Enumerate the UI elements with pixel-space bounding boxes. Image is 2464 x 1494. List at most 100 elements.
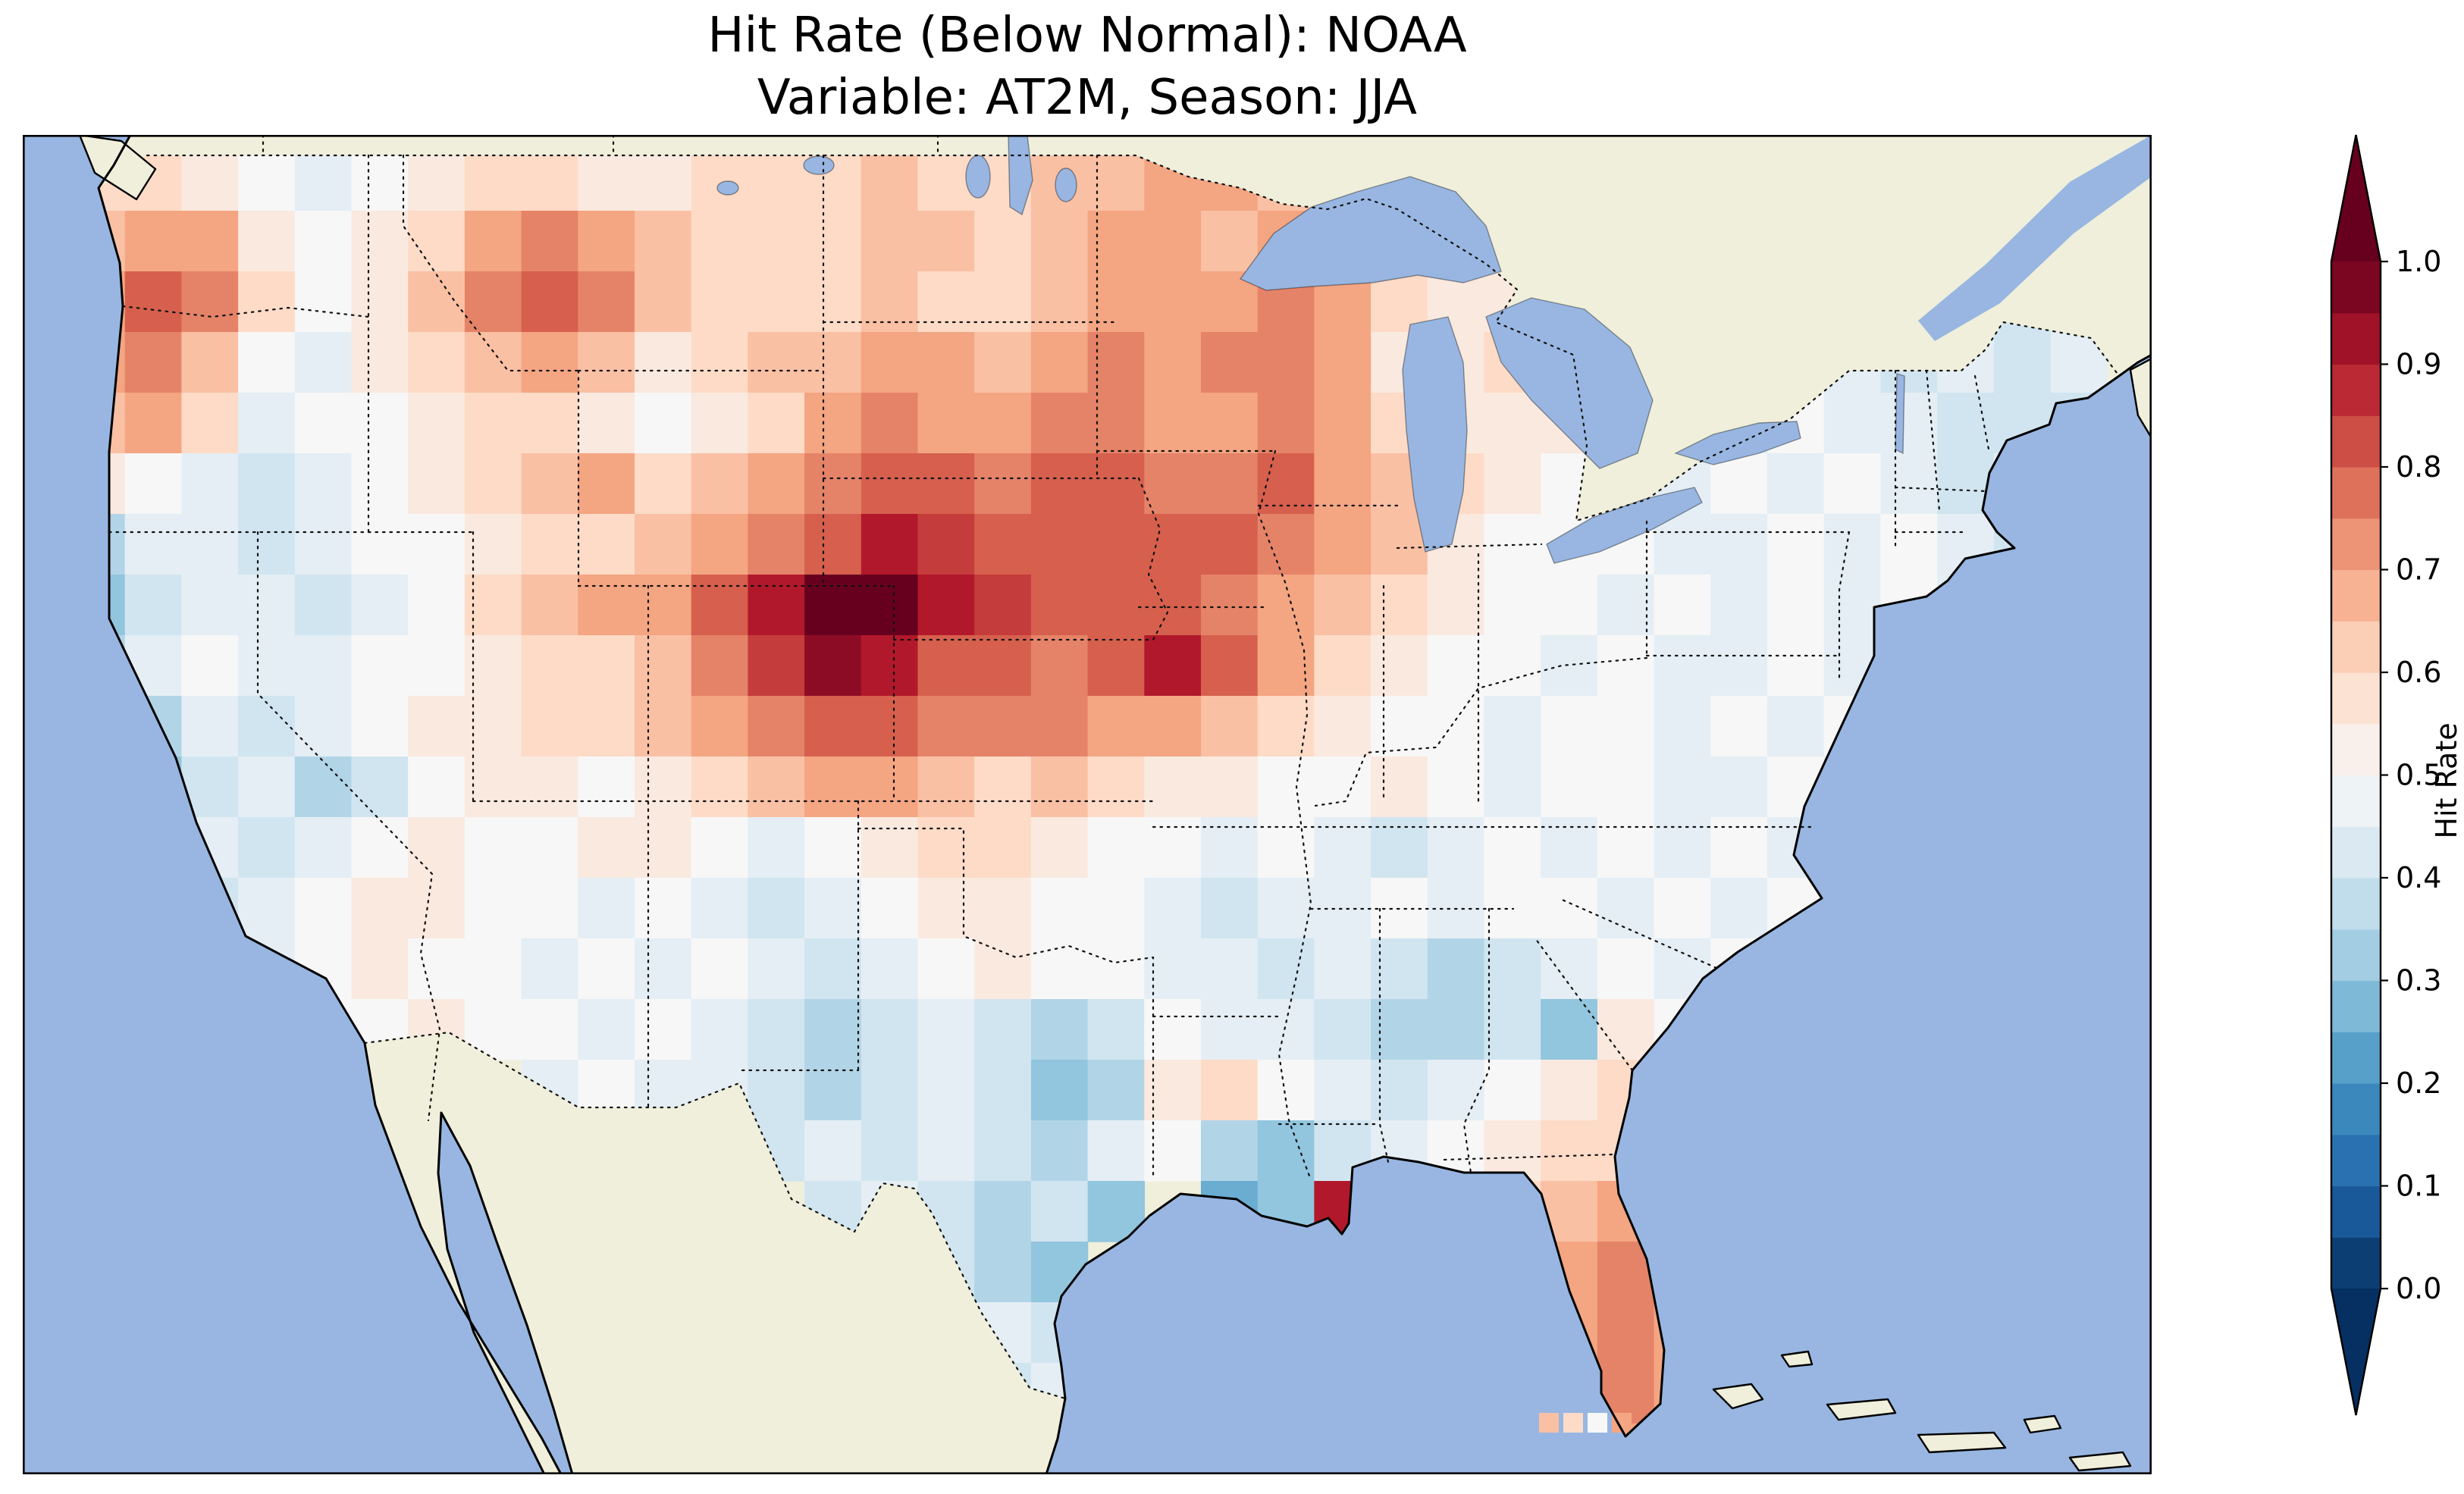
- heatmap-cell: [1087, 1060, 1145, 1121]
- heatmap-cell: [1257, 453, 1315, 515]
- heatmap-cell: [578, 393, 635, 454]
- heatmap-cell: [974, 453, 1032, 515]
- heatmap-cell: [1597, 575, 1655, 636]
- colorbar-tick-label: 1.0: [2396, 245, 2441, 278]
- heatmap-cell: [974, 575, 1032, 636]
- heatmap-cell: [691, 393, 749, 454]
- heatmap-cell: [1427, 756, 1485, 818]
- heatmap-cell: [1541, 999, 1598, 1060]
- heatmap-cell: [1030, 756, 1089, 818]
- heatmap-cell: [1257, 756, 1315, 818]
- heatmap-cell: [181, 453, 239, 515]
- bahamas-island-icon: [1826, 1398, 1897, 1421]
- heatmap-cell: [917, 453, 975, 515]
- heatmap-cell: [1201, 999, 1259, 1060]
- heatmap-cell: [861, 635, 919, 697]
- heatmap-cell: [748, 393, 805, 454]
- heatmap-cell: [1144, 1060, 1202, 1121]
- heatmap-cell: [691, 155, 749, 211]
- heatmap-cell: [635, 453, 692, 515]
- heatmap-cell: [1087, 332, 1145, 393]
- heatmap-cell: [1144, 575, 1202, 636]
- heatmap-cell: [1144, 393, 1202, 454]
- heatmap-cell: [804, 271, 862, 333]
- heatmap-cell: [1087, 514, 1145, 575]
- heatmap-cell: [1201, 938, 1259, 1000]
- heatmap-cell: [238, 756, 296, 818]
- heatmap-cell: [351, 938, 409, 1000]
- heatmap-cell: [1880, 393, 1938, 454]
- heatmap-cell: [1314, 696, 1372, 757]
- heatmap-cell: [861, 271, 919, 333]
- heatmap-cell: [635, 155, 692, 211]
- heatmap-cell: [1484, 938, 1541, 1000]
- heatmap-cell: [578, 453, 635, 515]
- heatmap-cell: [635, 635, 692, 697]
- heatmap-cell: [804, 1060, 862, 1121]
- heatmap-cell: [521, 635, 578, 697]
- heatmap-cell: [294, 817, 353, 879]
- heatmap-cell: [464, 211, 522, 272]
- heatmap-cell: [1030, 332, 1089, 393]
- heatmap-cell: [748, 211, 805, 272]
- heatmap-cell: [1087, 878, 1145, 939]
- heatmap-cell: [294, 575, 353, 636]
- colorbar-band: [2331, 312, 2381, 365]
- heatmap-cell: [408, 514, 466, 575]
- heatmap-cell: [974, 1242, 1032, 1303]
- heatmap-cell: [1371, 271, 1428, 333]
- heatmap-cell: [578, 211, 635, 272]
- heatmap-cell: [1371, 514, 1428, 575]
- heatmap-cell: [1144, 938, 1202, 1000]
- heatmap-cell: [238, 332, 296, 393]
- heatmap-cell: [1201, 211, 1259, 272]
- heatmap-cell: [748, 999, 805, 1060]
- heatmap-cell: [691, 271, 749, 333]
- heatmap-cell: [691, 999, 749, 1060]
- heatmap-cell: [635, 756, 692, 818]
- heatmap-cell: [408, 878, 466, 939]
- heatmap-cell: [1087, 999, 1145, 1060]
- heatmap-cell: [974, 1060, 1032, 1121]
- heatmap-cell: [1257, 514, 1315, 575]
- figure-title-line1: Hit Rate (Below Normal): NOAA: [707, 8, 1467, 64]
- colorbar-canvas: 0.0 0.1 0.2 0.3 0.4 0.5 0.6 0.7 0.8 0.9 1.0 Hit Ra…: [2330, 134, 2463, 1416]
- heatmap-cell: [1710, 756, 1768, 818]
- heatmap-cell: [238, 696, 296, 757]
- lake-michigan-icon: [1402, 316, 1468, 553]
- heatmap-cell: [351, 453, 409, 515]
- great-lakes: [716, 135, 1905, 564]
- heatmap-cell: [635, 271, 692, 333]
- heatmap-cell: [521, 211, 578, 272]
- heatmap-cell: [1314, 514, 1372, 575]
- heatmap-cell: [464, 332, 522, 393]
- heatmap-cell: [974, 938, 1032, 1000]
- heatmap-cell: [238, 817, 296, 879]
- heatmap-cell: [1823, 575, 1882, 636]
- heatmap-cell: [1710, 696, 1768, 757]
- heatmap-cell: [1314, 756, 1372, 818]
- heatmap-cell: [1144, 878, 1202, 939]
- colorbar-band: [2331, 1185, 2381, 1238]
- heatmap-cell: [124, 332, 183, 393]
- map-axes: [23, 135, 2152, 1474]
- heatmap-cell: [861, 1060, 919, 1121]
- heatmap-cell: [1201, 635, 1259, 697]
- heatmap-cell: [748, 817, 805, 879]
- heatmap-cell: [521, 878, 578, 939]
- heatmap-cell: [748, 696, 805, 757]
- heatmap-cell: [974, 999, 1032, 1060]
- heatmap-cell: [861, 332, 919, 393]
- heatmap-cell: [578, 514, 635, 575]
- heatmap-cell: [691, 938, 749, 1000]
- heatmap-cell: [1484, 999, 1541, 1060]
- heatmap-cell: [1597, 696, 1655, 757]
- heatmap-cell: [464, 453, 522, 515]
- heatmap-cell: [861, 393, 919, 454]
- heatmap-cell: [861, 453, 919, 515]
- heatmap-cell: [294, 271, 353, 333]
- heatmap-cell: [1201, 756, 1259, 818]
- lake-erie-icon: [1546, 487, 1703, 564]
- heatmap-cell: [917, 1060, 975, 1121]
- heatmap-cell: [238, 271, 296, 333]
